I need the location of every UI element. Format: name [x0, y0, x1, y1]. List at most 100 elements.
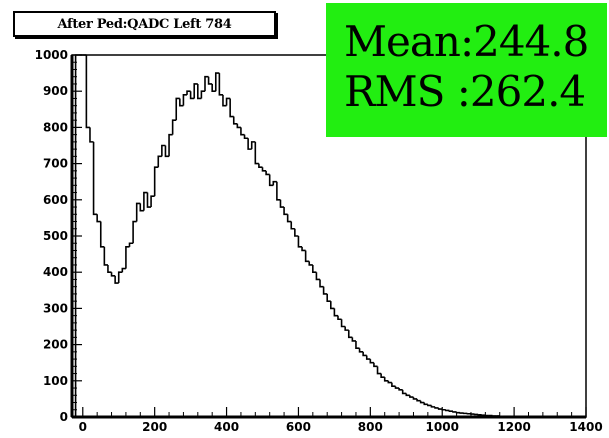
histogram-bin [376, 366, 382, 375]
histogram-bin [387, 380, 392, 384]
histogram-bin [427, 404, 432, 407]
histogram-bin [153, 166, 159, 197]
histogram-bin [74, 54, 80, 417]
histogram-bin [254, 141, 259, 165]
histogram-bin [96, 214, 101, 223]
histogram-bin [369, 359, 374, 364]
histogram-bin [161, 144, 166, 157]
histogram-bin [85, 55, 90, 129]
histogram-bin [301, 246, 306, 252]
rms-label: RMS : [344, 67, 471, 116]
histogram-bin [337, 315, 342, 321]
x-tick-label: 1000 [426, 420, 459, 434]
histogram-bin [125, 246, 130, 269]
histogram-bin [326, 293, 331, 302]
histogram-bin [383, 377, 389, 382]
histogram-bin [139, 203, 144, 212]
histogram-bin [89, 127, 94, 143]
tick-marks [72, 54, 587, 418]
y-tick-label: 300 [43, 301, 68, 315]
histogram-bin [135, 202, 141, 222]
histogram-bin [103, 246, 108, 266]
histogram-bin [416, 398, 421, 402]
histogram-bin [143, 191, 148, 211]
histogram-bin [128, 242, 134, 247]
histogram-bin [157, 155, 162, 168]
histogram-bin [401, 389, 407, 395]
histogram-bin [405, 393, 410, 397]
x-tick-label: 600 [286, 420, 311, 434]
histogram-bin [250, 141, 256, 150]
histogram-bin [319, 279, 324, 288]
stats-box: Mean:244.8 RMS :262.4 [326, 3, 607, 137]
y-tick-label: 900 [43, 84, 68, 98]
y-tick-label: 100 [43, 374, 68, 388]
y-tick-label: 500 [43, 229, 68, 243]
histogram-bin [419, 400, 425, 404]
histogram-bin [247, 138, 252, 150]
x-tick-label: 400 [214, 420, 239, 434]
histogram-bin [394, 386, 400, 389]
histogram-bin [437, 407, 443, 410]
histogram-bin [340, 319, 346, 328]
histogram-bin [214, 72, 220, 92]
x-tick-label: 1200 [497, 420, 530, 434]
x-tick-label: 0 [79, 420, 87, 434]
histogram-bin [193, 83, 198, 99]
histogram-bin [398, 388, 403, 391]
histogram-bin [322, 286, 328, 295]
histogram-bin [272, 180, 277, 186]
histogram-bin [110, 272, 116, 277]
histogram-bin [347, 330, 353, 339]
histogram-bin [373, 362, 378, 368]
y-tick-label: 0 [60, 410, 68, 424]
histogram-bin [171, 119, 177, 135]
histogram-bin [355, 340, 360, 350]
histogram-bin [258, 163, 263, 169]
x-tick-label: 200 [142, 420, 167, 434]
histogram-bin [182, 94, 188, 106]
histogram-bin [344, 326, 349, 331]
y-tick-label: 700 [43, 157, 68, 171]
chart-title: After Ped:QADC Left 784 [13, 11, 276, 37]
histogram-bin [329, 301, 335, 310]
histogram-bin [211, 83, 216, 92]
histogram-bin [121, 267, 126, 273]
histogram-bin [236, 123, 241, 129]
histogram-bin [304, 250, 310, 263]
y-tick-label: 800 [43, 120, 68, 134]
histogram-bin [445, 409, 450, 412]
histogram-bin [455, 411, 461, 414]
histogram-bin [132, 220, 137, 244]
rms-line: RMS :262.4 [344, 67, 607, 117]
histogram-bin [146, 192, 152, 208]
histogram-bin [225, 97, 231, 106]
histogram-bin [423, 402, 428, 406]
histogram-bin [333, 308, 338, 317]
histogram-bin [114, 275, 119, 284]
histogram-bin [351, 337, 356, 342]
histogram-bars [72, 54, 586, 418]
histogram-bin [232, 116, 238, 125]
histogram-bin [175, 97, 180, 121]
mean-line: Mean:244.8 [344, 17, 607, 67]
histogram-bin [315, 272, 321, 281]
mean-label: Mean: [344, 17, 474, 66]
histogram-bin [99, 221, 105, 248]
histogram-bin [164, 145, 170, 158]
histogram-bin [107, 264, 112, 273]
histogram-bin [290, 221, 295, 230]
y-tick-label: 200 [43, 338, 68, 352]
histogram-bin [197, 83, 202, 100]
histogram-bin [186, 90, 191, 95]
histogram-bin [168, 133, 173, 157]
histogram-bin [409, 395, 414, 398]
histogram-bin [222, 94, 227, 107]
histogram-bin [179, 98, 184, 107]
histogram-bin [92, 141, 98, 216]
histogram-bin [207, 76, 213, 85]
histogram-bin [229, 98, 234, 118]
histogram-bin [243, 134, 249, 140]
histogram-bin [358, 348, 364, 353]
